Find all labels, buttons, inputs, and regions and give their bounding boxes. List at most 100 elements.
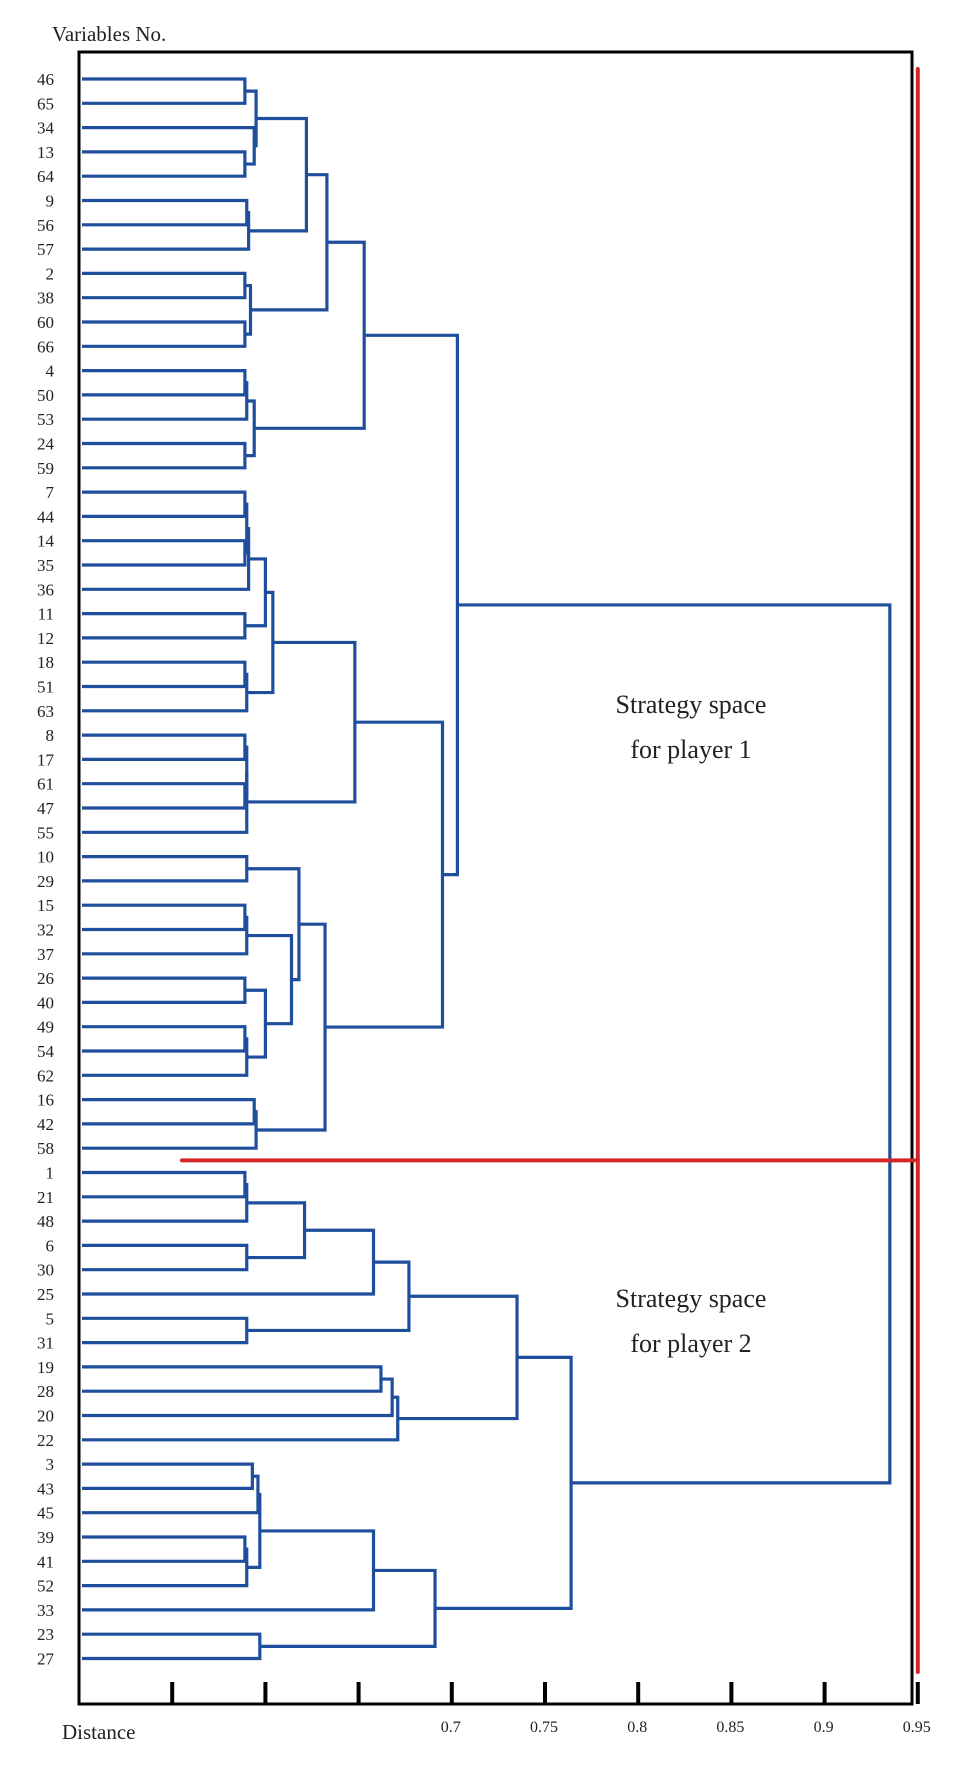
leaf-label-16: 16	[37, 1091, 54, 1110]
annotation-player1-line2: for player 1	[630, 735, 751, 764]
x-axis-ticks: 0.70.750.80.850.90.951	[170, 1682, 931, 1736]
leaf-label-45: 45	[37, 1504, 54, 1523]
link-P2	[250, 173, 329, 312]
link-A2	[82, 150, 247, 178]
link-C2	[82, 320, 247, 348]
leaf-label-1: 1	[46, 1164, 55, 1183]
leaf-label-28: 28	[37, 1382, 54, 1401]
leaf-label-48: 48	[37, 1212, 54, 1231]
leaf-label-37: 37	[37, 945, 55, 964]
leaf-label-21: 21	[37, 1188, 54, 1207]
link-G8	[246, 933, 294, 1026]
link-C1	[82, 271, 247, 300]
link-H1	[82, 1098, 256, 1126]
link-G2	[82, 903, 247, 932]
leaf-label-23: 23	[37, 1625, 54, 1644]
leaf-label-34: 34	[37, 119, 55, 138]
leaf-label-61: 61	[37, 775, 54, 794]
leaf-label-58: 58	[37, 1139, 54, 1158]
leaf-label-12: 12	[37, 629, 54, 648]
x-axis-title: Distance	[62, 1720, 135, 1744]
leaf-label-25: 25	[37, 1285, 54, 1304]
leaf-labels: 4665341364956572386066450532459744143536…	[37, 70, 55, 1669]
y-axis-title: Variables No.	[52, 22, 166, 46]
leaf-label-63: 63	[37, 702, 54, 721]
leaf-label-2: 2	[46, 264, 55, 283]
link-G6	[82, 1037, 249, 1077]
leaf-label-30: 30	[37, 1261, 54, 1280]
link-F2	[82, 782, 247, 810]
leaf-label-7: 7	[46, 483, 55, 502]
x-tick-label-0.75: 0.75	[530, 1719, 558, 1736]
leaf-label-17: 17	[37, 750, 55, 769]
link-I4	[246, 1201, 307, 1260]
leaf-label-39: 39	[37, 1528, 54, 1547]
link-L6	[82, 1529, 376, 1612]
leaf-label-36: 36	[37, 580, 54, 599]
leaf-label-5: 5	[46, 1309, 55, 1328]
link-G4	[82, 976, 247, 1004]
link-E9	[246, 590, 275, 695]
leaf-label-8: 8	[46, 726, 55, 745]
link-I3	[82, 1243, 249, 1272]
dendrogram-tree	[82, 77, 892, 1661]
link-M1	[82, 1632, 262, 1661]
leaf-label-27: 27	[37, 1650, 55, 1669]
leaf-label-22: 22	[37, 1431, 54, 1450]
link-D1	[82, 369, 247, 397]
leaf-label-44: 44	[37, 507, 55, 526]
x-tick-label-0.7: 0.7	[441, 1719, 461, 1736]
link-E5	[82, 612, 247, 640]
leaf-label-13: 13	[37, 143, 54, 162]
leaf-label-18: 18	[37, 653, 54, 672]
leaf-label-46: 46	[37, 70, 54, 89]
link-I2	[82, 1183, 249, 1223]
link-L1	[82, 1462, 254, 1490]
leaf-label-43: 43	[37, 1479, 54, 1498]
link-I6	[82, 1316, 249, 1345]
leaf-label-66: 66	[37, 337, 54, 356]
link-J2	[82, 1377, 394, 1418]
link-B2	[82, 211, 251, 251]
leaf-label-15: 15	[37, 896, 54, 915]
link-Q3	[325, 720, 445, 1029]
link-G1	[82, 855, 249, 883]
annotation-player2-line1: Strategy space	[616, 1284, 767, 1313]
annotation-player2-line2: for player 2	[630, 1329, 751, 1358]
leaf-label-26: 26	[37, 969, 54, 988]
leaf-label-3: 3	[46, 1455, 55, 1474]
leaf-label-10: 10	[37, 848, 54, 867]
leaf-label-4: 4	[46, 362, 55, 381]
leaf-label-11: 11	[38, 605, 54, 624]
leaf-label-29: 29	[37, 872, 54, 891]
link-S2	[435, 1355, 573, 1610]
link-D3	[82, 441, 247, 470]
link-I7	[246, 1260, 411, 1333]
leaf-label-14: 14	[37, 532, 55, 551]
leaf-label-64: 64	[37, 167, 55, 186]
link-K1	[397, 1294, 519, 1421]
link-L2	[82, 1474, 260, 1515]
leaf-label-52: 52	[37, 1577, 54, 1596]
leaf-label-41: 41	[37, 1552, 54, 1571]
annotation-player1-line1: Strategy space	[616, 690, 767, 719]
leaf-label-55: 55	[37, 823, 54, 842]
link-P3	[254, 240, 366, 430]
link-F1	[82, 733, 247, 761]
link-E4	[82, 526, 251, 591]
link-J3	[82, 1395, 400, 1442]
leaf-label-56: 56	[37, 216, 54, 235]
leaf-label-32: 32	[37, 921, 54, 940]
x-tick-label-0.85: 0.85	[716, 1719, 744, 1736]
x-tick-label-0.8: 0.8	[627, 1719, 647, 1736]
leaf-label-40: 40	[37, 993, 54, 1012]
leaf-label-49: 49	[37, 1018, 54, 1037]
leaf-label-31: 31	[37, 1334, 54, 1353]
link-B1	[82, 198, 249, 227]
link-D2	[82, 381, 249, 421]
cut-lines	[180, 67, 920, 1674]
link-H2	[82, 1110, 258, 1150]
link-E7	[82, 660, 247, 689]
leaf-label-42: 42	[37, 1115, 54, 1134]
